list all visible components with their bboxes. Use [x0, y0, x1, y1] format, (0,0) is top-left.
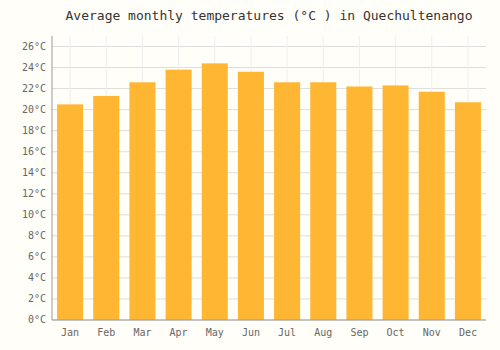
y-tick-label: 6°C [28, 251, 46, 262]
bar [274, 82, 300, 320]
x-tick-label: Jun [242, 327, 260, 338]
y-tick-label: 4°C [28, 272, 46, 283]
y-tick-label: 0°C [28, 314, 46, 325]
chart-svg: 0°C 2°C 4°C 6°C 8°C 10°C 12°C 14°C 16°C 18°C 20°C 2… [0, 0, 500, 350]
y-grid-line [52, 46, 486, 47]
chart-title: Average monthly temperatures (°C ) in Qu… [66, 8, 473, 23]
y-tick-label: 12°C [22, 188, 46, 199]
x-tick-label: Oct [387, 327, 405, 338]
grid [52, 36, 486, 320]
y-tick-label: 10°C [22, 209, 46, 220]
axes: 0°C 2°C 4°C 6°C 8°C 10°C 12°C 14°C 16°C 18°C 20°C 2… [22, 36, 486, 338]
y-grid-line [52, 320, 486, 321]
x-tick-label: Nov [423, 327, 441, 338]
y-axis-line [52, 36, 53, 320]
bar [166, 70, 192, 320]
y-tick-label: 14°C [22, 167, 46, 178]
bar [238, 72, 264, 320]
y-tick-label: 26°C [22, 41, 46, 52]
bar [129, 82, 155, 320]
y-tick-label: 2°C [28, 293, 46, 304]
bar [202, 63, 228, 320]
x-tick-label: Jul [278, 327, 296, 338]
x-tick-label: Mar [133, 327, 151, 338]
y-tick-label: 8°C [28, 230, 46, 241]
bar [419, 92, 445, 320]
x-tick-label: Dec [459, 327, 477, 338]
y-tick-label: 16°C [22, 146, 46, 157]
bar [346, 86, 372, 320]
bar [310, 82, 336, 320]
bar [57, 104, 83, 320]
y-tick-label: 22°C [22, 83, 46, 94]
y-tick-label: 20°C [22, 104, 46, 115]
y-grid-line [52, 88, 486, 89]
bars [57, 63, 481, 320]
x-tick-label: Apr [170, 327, 188, 338]
bar [455, 102, 481, 320]
bar [93, 96, 119, 320]
x-tick-label: Sep [350, 327, 368, 338]
y-tick-label: 24°C [22, 62, 46, 73]
bar [383, 85, 409, 320]
x-tick-label: Jan [61, 327, 79, 338]
x-tick-label: Aug [314, 327, 332, 338]
x-tick-label: May [206, 327, 224, 338]
chart-container: 0°C 2°C 4°C 6°C 8°C 10°C 12°C 14°C 16°C 18°C 20°C 2… [0, 0, 500, 350]
x-axis-line [52, 320, 486, 321]
y-tick-label: 18°C [22, 125, 46, 136]
y-grid-line [52, 67, 486, 68]
x-tick-label: Feb [97, 327, 115, 338]
